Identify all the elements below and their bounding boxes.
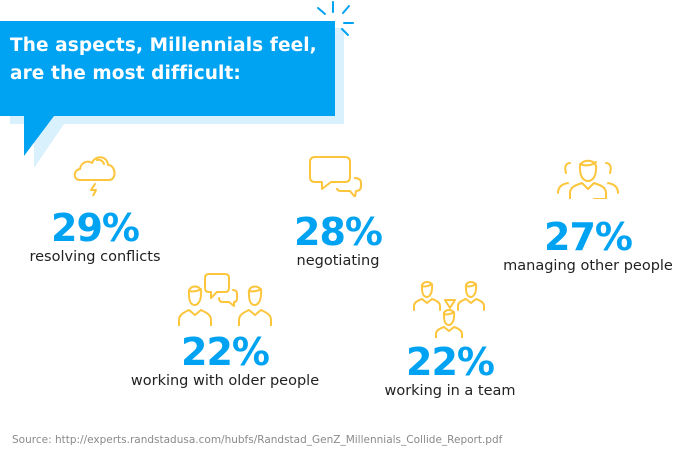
stat-label: working in a team	[384, 383, 516, 399]
stat-percent: 22%	[406, 340, 495, 384]
title-bubble	[0, 21, 335, 116]
stat-resolving-conflicts: 29% resolving conflicts	[20, 150, 170, 266]
title-bubble-tail	[24, 116, 54, 156]
stat-managing-other-people: 27% managing other people	[500, 155, 676, 275]
stat-label: negotiating	[296, 253, 380, 269]
stat-negotiating: 28% negotiating	[278, 155, 398, 270]
stat-label: resolving conflicts	[29, 249, 161, 265]
stat-percent: 27%	[544, 215, 633, 259]
source-citation: Source: http://experts.randstadusa.com/h…	[12, 434, 503, 446]
speech-bubbles-icon	[309, 156, 362, 197]
group-people-icon	[557, 159, 619, 199]
stat-working-with-older-people: 22% working with older people	[120, 272, 330, 390]
two-people-talking-icon	[178, 273, 272, 326]
storm-cloud-icon	[73, 156, 116, 196]
stat-label: working with older people	[130, 373, 320, 389]
team-icon	[413, 281, 485, 338]
stat-percent: 22%	[181, 330, 270, 374]
sparkle-icon	[317, 1, 354, 36]
page-title: The aspects, Millennials feel, are the m…	[10, 35, 317, 84]
stat-working-in-a-team: 22% working in a team	[380, 280, 520, 400]
stat-percent: 29%	[51, 206, 140, 250]
stat-label: managing other people	[503, 258, 673, 274]
stat-percent: 28%	[294, 210, 383, 254]
